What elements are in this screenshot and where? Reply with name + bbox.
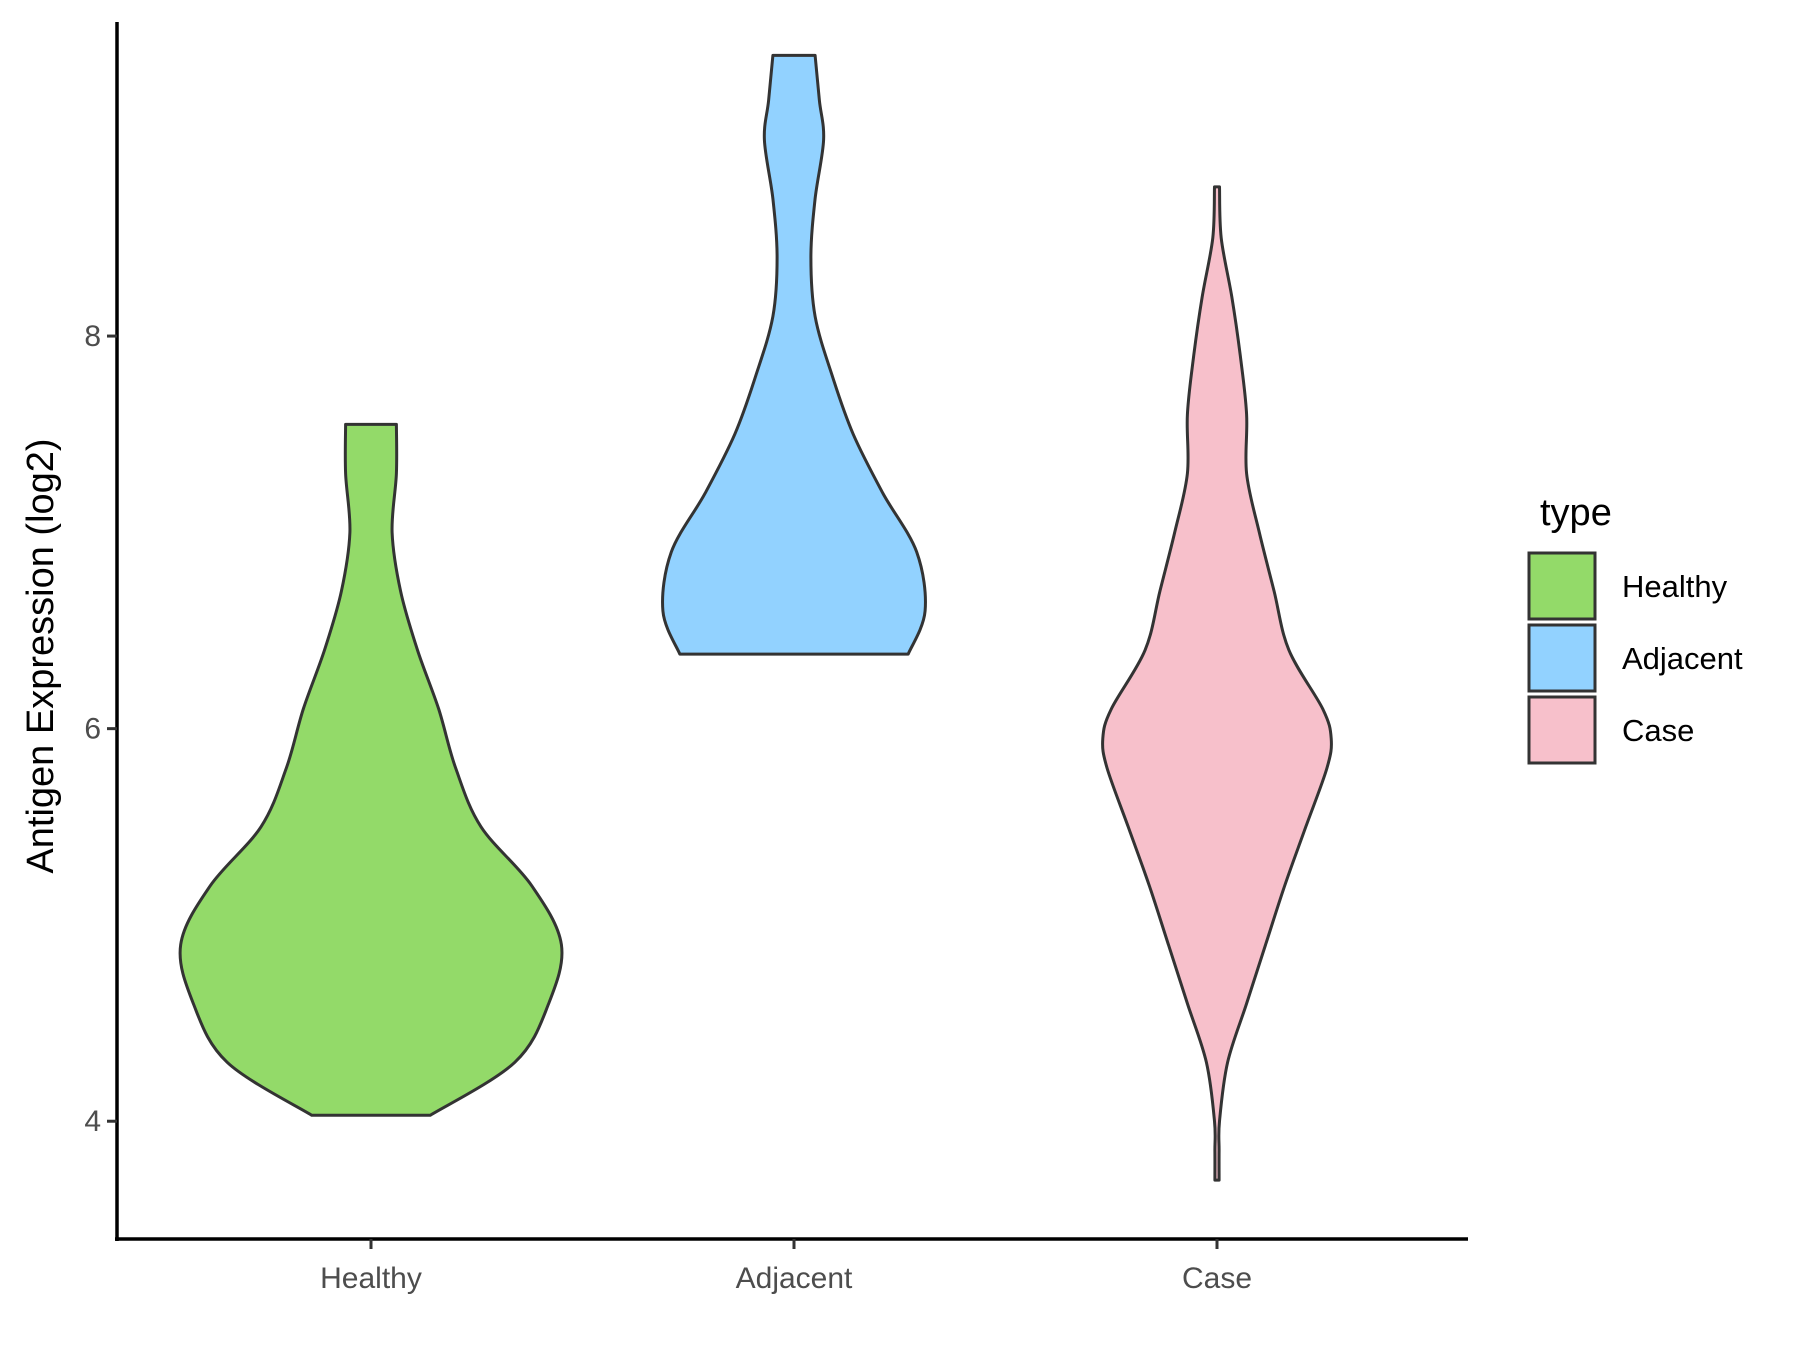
legend: type Healthy Adjacent Case <box>1527 492 1743 765</box>
legend-key-healthy <box>1527 551 1597 621</box>
legend-label-case: Case <box>1622 713 1694 748</box>
y-ticks-layer: 4 6 8 <box>84 320 117 1138</box>
violins-layer <box>178 53 1333 1182</box>
violin-healthy <box>178 422 564 1117</box>
y-tick-label: 8 <box>84 320 101 353</box>
axes-layer <box>115 22 1468 1241</box>
y-tick-label: 4 <box>84 1105 101 1138</box>
legend-key-adjacent <box>1527 623 1597 693</box>
y-axis-title: Antigen Expression (log2) <box>20 438 62 873</box>
legend-title: type <box>1540 492 1612 534</box>
legend-label-healthy: Healthy <box>1622 569 1728 604</box>
x-tick-label-case: Case <box>1182 1262 1252 1295</box>
x-tick-label-adjacent: Adjacent <box>736 1262 853 1295</box>
x-tick-label-healthy: Healthy <box>320 1262 422 1295</box>
legend-key-case <box>1527 695 1597 765</box>
y-tick-label: 6 <box>84 713 101 746</box>
violin-adjacent <box>661 53 927 656</box>
legend-label-adjacent: Adjacent <box>1622 641 1743 676</box>
x-ticks-layer: Healthy Adjacent Case <box>320 1239 1252 1295</box>
violin-case <box>1101 185 1333 1182</box>
